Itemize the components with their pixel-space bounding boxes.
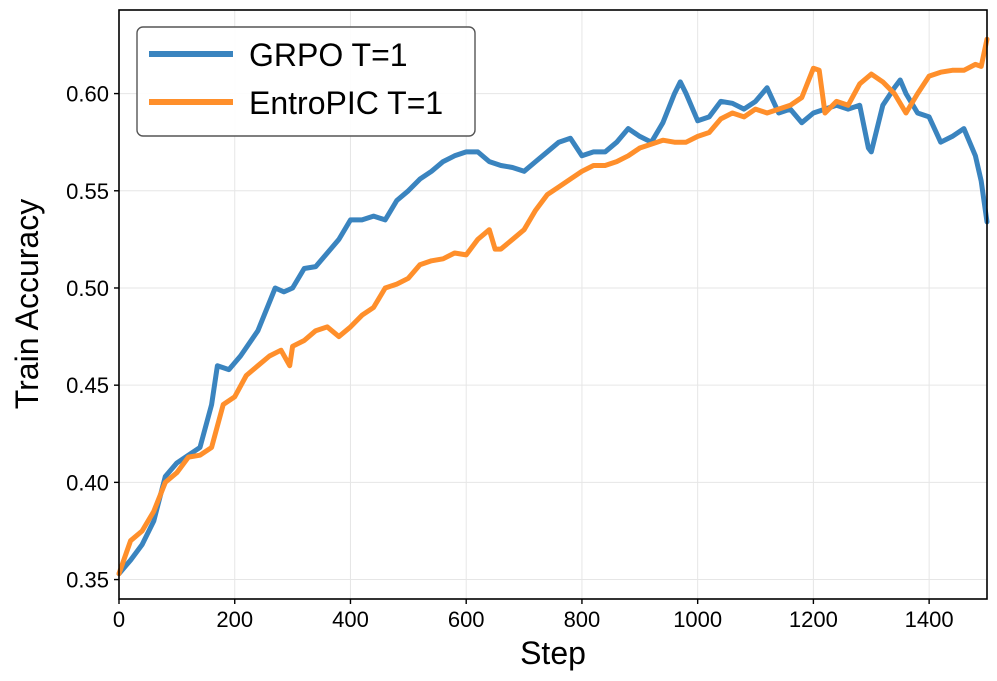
y-tick-label: 0.45	[66, 373, 109, 398]
x-tick-label: 400	[332, 607, 369, 632]
axis-ticks: 0 200 400 600 800 1000 1200 1400 0.35 0.40 0.45 0.5…	[66, 82, 953, 632]
series-line-entropic	[116, 36, 990, 577]
series-line-grpo	[116, 77, 990, 577]
x-tick-label: 0	[113, 607, 125, 632]
legend: GRPO T=1 EntroPIC T=1	[136, 26, 476, 137]
y-axis-label: Train Accuracy	[9, 199, 45, 409]
plot-area-frame	[118, 9, 988, 600]
x-tick-label: 1200	[789, 607, 838, 632]
y-tick-label: 0.40	[66, 470, 109, 495]
y-tick-label: 0.60	[66, 82, 109, 107]
x-tick-label: 600	[448, 607, 485, 632]
x-tick-label: 1000	[673, 607, 722, 632]
series-group	[116, 36, 990, 577]
y-tick-label: 0.55	[66, 179, 109, 204]
y-tick-label: 0.35	[66, 568, 109, 593]
legend-label-grpo: GRPO T=1	[249, 37, 408, 73]
x-tick-label: 200	[216, 607, 253, 632]
x-axis-label: Step	[520, 635, 586, 671]
y-tick-label: 0.50	[66, 276, 109, 301]
x-tick-label: 800	[564, 607, 601, 632]
legend-label-entropic: EntroPIC T=1	[249, 85, 443, 121]
x-tick-label: 1400	[905, 607, 954, 632]
